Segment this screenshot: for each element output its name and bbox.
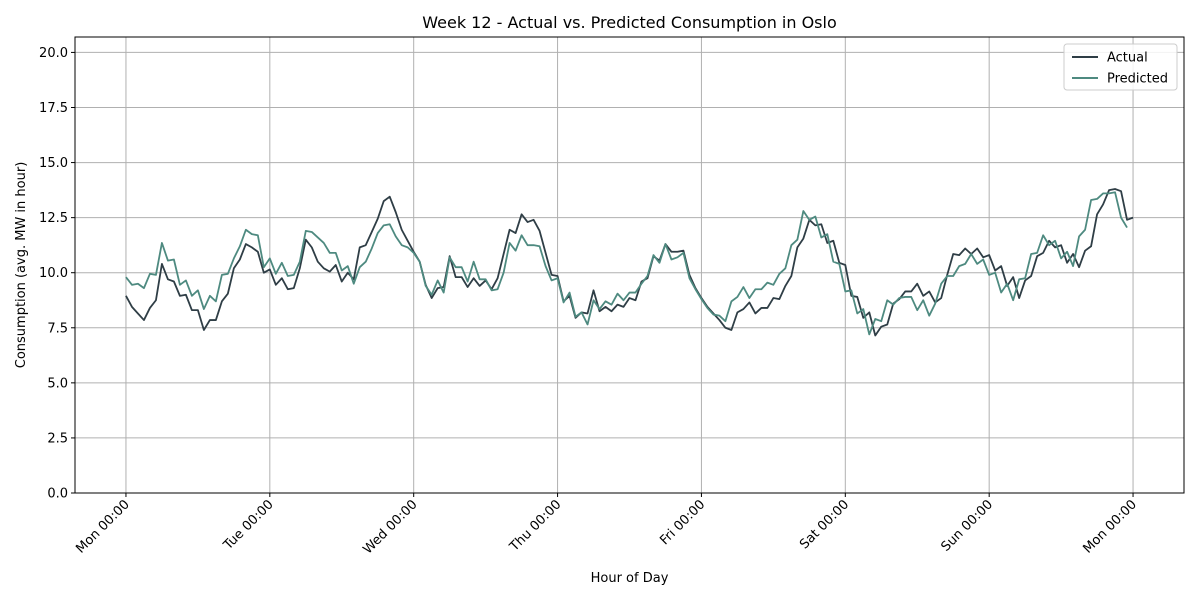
x-axis-label: Hour of Day — [591, 571, 669, 586]
y-tick-label: 5.0 — [47, 376, 68, 391]
grid — [75, 37, 1184, 494]
y-tick-label: 20.0 — [39, 46, 68, 61]
y-tick-label: 15.0 — [39, 156, 68, 171]
y-axis-label: Consumption (avg. MW in hour) — [14, 162, 29, 369]
y-tick-label: 10.0 — [39, 266, 68, 281]
y-tick-label: 2.5 — [47, 431, 68, 446]
plot-frame — [74, 36, 1185, 494]
legend-label: Predicted — [1107, 72, 1168, 87]
y-tick-label: 0.0 — [47, 487, 68, 502]
chart-title: Week 12 - Actual vs. Predicted Consumpti… — [422, 13, 837, 32]
y-tick-label: 17.5 — [39, 101, 68, 116]
series-layer — [125, 188, 1134, 337]
y-axis: 0.0 2.5 5.0 7.5 10.0 12.5 15.0 17.5 20.0 — [39, 46, 75, 502]
series-line-predicted — [125, 191, 1128, 336]
legend: Actual Predicted — [1063, 43, 1178, 91]
series-line-actual — [125, 188, 1134, 337]
legend-label: Actual — [1107, 51, 1148, 66]
y-tick-label: 7.5 — [47, 321, 68, 336]
y-tick-label: 12.5 — [39, 211, 68, 226]
